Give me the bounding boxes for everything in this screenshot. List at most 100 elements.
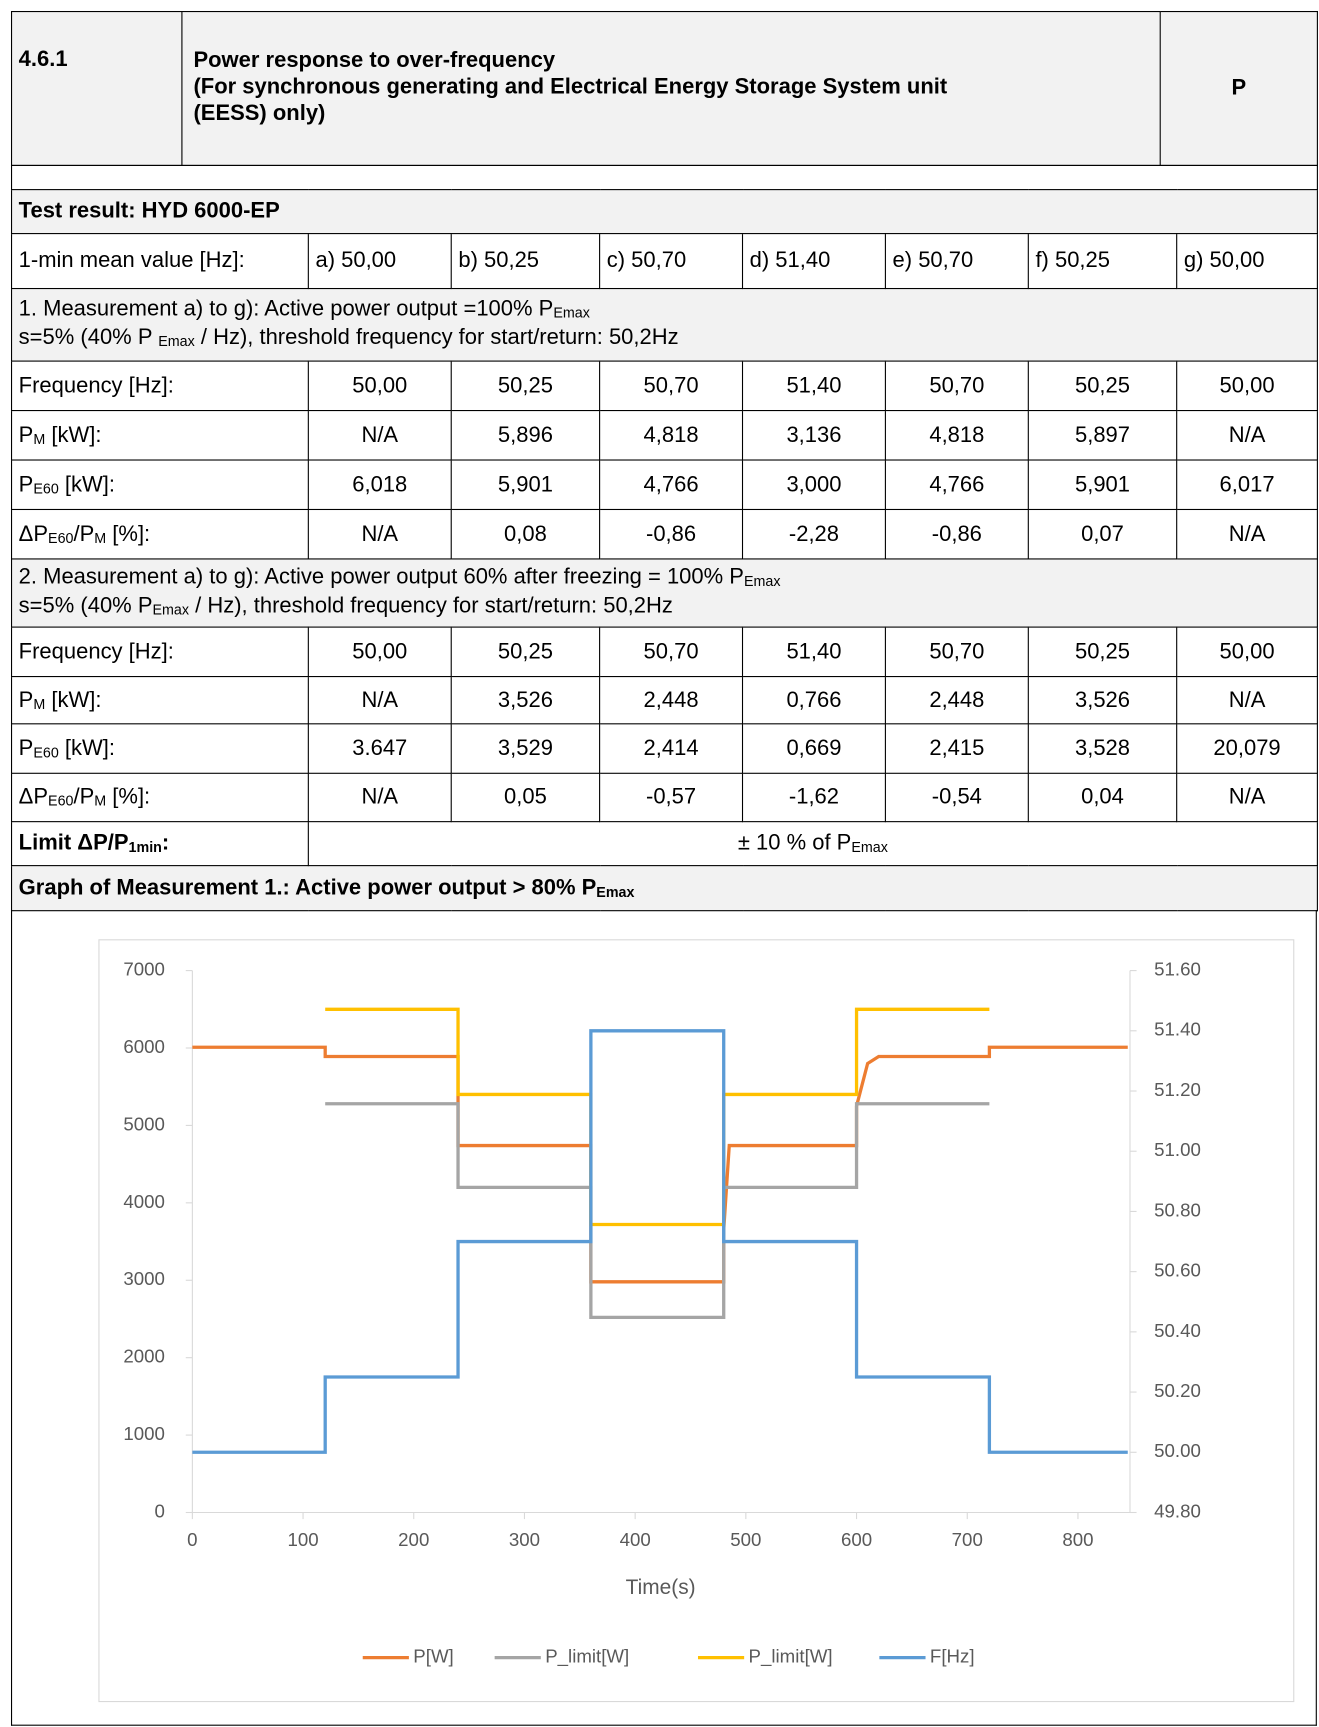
text: /P bbox=[73, 784, 95, 810]
value-cell: 3,526 bbox=[1027, 676, 1178, 725]
subscript: E60 bbox=[33, 743, 59, 761]
text: 1. Measurement a) to g): Active power ou… bbox=[18, 296, 554, 321]
value-cell: 50,70 bbox=[884, 360, 1029, 412]
value-cell: -0,57 bbox=[599, 772, 744, 823]
mean-cell: e) 50,70 bbox=[884, 233, 1029, 290]
subscript: Emax bbox=[851, 838, 888, 856]
x-tick-label: 400 bbox=[620, 1529, 651, 1550]
subscript: Emax bbox=[553, 303, 590, 321]
value-cell: -2,28 bbox=[741, 508, 886, 560]
value-cell: N/A bbox=[1176, 508, 1318, 560]
bold-text: : bbox=[161, 830, 170, 856]
table-row: PM [kW]: N/A 3,526 2,448 0,766 2,448 3,526 N/A bbox=[10, 676, 1318, 725]
text: [kW]: bbox=[45, 422, 102, 447]
description-line: s=5% (40% P Emax / Hz), threshold freque… bbox=[19, 325, 1311, 354]
value-cell: 50,00 bbox=[1176, 626, 1318, 678]
description-line: 2. Measurement a) to g): Active power ou… bbox=[19, 564, 1311, 593]
chart-area bbox=[98, 939, 1295, 1703]
value-cell: N/A bbox=[1176, 676, 1318, 725]
text: /P bbox=[73, 521, 95, 546]
description-line: 1. Measurement a) to g): Active power ou… bbox=[19, 296, 1311, 325]
table-row: 2. Measurement a) to g): Active power ou… bbox=[10, 558, 1318, 628]
row-label: ΔPE60/PM [%]: bbox=[10, 772, 309, 823]
subscript: Emax bbox=[158, 332, 195, 349]
value-cell: N/A bbox=[1176, 772, 1318, 823]
y-tick-label: 1000 bbox=[123, 1423, 165, 1444]
value-cell: 4,766 bbox=[599, 459, 744, 511]
text: ΔP bbox=[18, 521, 49, 546]
table-row: 1-min mean value [Hz]: a) 50,00 b) 50,25 c)… bbox=[10, 233, 1318, 290]
text: [kW]: bbox=[58, 735, 115, 761]
text: [%]: bbox=[106, 521, 151, 546]
row-label: PE60 [kW]: bbox=[10, 723, 309, 774]
row-label: PE60 [kW]: bbox=[10, 459, 309, 511]
series-line bbox=[192, 1029, 1128, 1454]
text: s=5% (40% P bbox=[18, 324, 159, 349]
subscript: M bbox=[33, 430, 46, 447]
result-table: Test result: HYD 6000-EP 1-min mean value… bbox=[10, 164, 1318, 912]
subscript: E60 bbox=[48, 792, 74, 810]
value-cell: -0,86 bbox=[599, 508, 744, 560]
value-cell: N/A bbox=[1176, 410, 1318, 461]
y-tick-label: 3000 bbox=[123, 1268, 165, 1289]
mean-cell: c) 50,70 bbox=[599, 233, 744, 290]
value-cell: 0,05 bbox=[450, 772, 601, 823]
value-cell: N/A bbox=[307, 676, 452, 725]
subscript: M bbox=[33, 695, 46, 712]
mean-cell: f) 50,25 bbox=[1027, 233, 1178, 290]
row-label: 1-min mean value [Hz]: bbox=[10, 233, 309, 290]
text: ± 10 % of P bbox=[737, 830, 852, 856]
y-tick-label: 0 bbox=[154, 1500, 164, 1521]
legend-label: P_limit[W] bbox=[545, 1646, 629, 1668]
subscript: Emax bbox=[743, 572, 781, 589]
text: [kW]: bbox=[45, 687, 102, 712]
series-line bbox=[325, 1102, 990, 1320]
y2-tick-label: 49.80 bbox=[1154, 1500, 1201, 1521]
y-tick-label: 5000 bbox=[123, 1113, 165, 1134]
table-row: Frequency [Hz]: 50,00 50,25 50,70 51,40 50,70… bbox=[10, 626, 1318, 678]
value-cell: 2,415 bbox=[884, 723, 1029, 774]
value-cell: 50,70 bbox=[599, 626, 744, 678]
text: P bbox=[18, 687, 34, 712]
text: / Hz), threshold frequency for start/ret… bbox=[189, 593, 673, 618]
y-tick-label: 6000 bbox=[123, 1036, 165, 1057]
table-row: Frequency [Hz]: 50,00 50,25 50,70 51,40 50,70… bbox=[10, 360, 1318, 412]
value-cell: 50,25 bbox=[450, 626, 601, 678]
subscript: Emax bbox=[152, 600, 190, 618]
value-cell: 4,818 bbox=[884, 410, 1029, 461]
value-cell: N/A bbox=[307, 410, 452, 461]
value-cell: N/A bbox=[307, 772, 452, 823]
title-line: (EESS) only) bbox=[193, 101, 326, 126]
legend-label: P_limit[W] bbox=[749, 1646, 833, 1668]
x-tick-label: 500 bbox=[730, 1529, 761, 1550]
bold-text: 1min bbox=[129, 831, 162, 855]
series-line bbox=[325, 1007, 990, 1227]
y-tick-label: 2000 bbox=[123, 1346, 165, 1367]
value-cell: -1,62 bbox=[741, 772, 886, 823]
table-row: PE60 [kW]: 3.647 3,529 2,414 0,669 2,415 3,528… bbox=[10, 723, 1318, 774]
bold-text: Emax bbox=[596, 876, 634, 899]
y-tick-label: 7000 bbox=[123, 959, 165, 980]
mean-cell: a) 50,00 bbox=[307, 233, 452, 290]
chart-frame bbox=[10, 910, 1317, 1726]
text: [%]: bbox=[106, 784, 151, 810]
value-cell: 5,901 bbox=[450, 459, 601, 511]
x-tick-label: 600 bbox=[841, 1529, 872, 1550]
text: ΔP bbox=[18, 784, 49, 810]
x-axis-label: Time(s) bbox=[626, 1576, 696, 1599]
value-cell: 3.647 bbox=[307, 723, 452, 774]
table-row bbox=[10, 164, 1318, 191]
value-cell: 50,70 bbox=[884, 626, 1029, 678]
y2-tick-label: 50.20 bbox=[1154, 1380, 1201, 1401]
table-row: ΔPE60/PM [%]: N/A 0,05 -0,57 -1,62 -0,54 0,04 N… bbox=[10, 772, 1318, 823]
x-tick-label: 100 bbox=[287, 1529, 318, 1550]
value-cell: 0,669 bbox=[741, 723, 886, 774]
bold-text: Graph of Measurement 1.: Active power ou… bbox=[18, 875, 597, 900]
x-tick-label: 800 bbox=[1062, 1529, 1093, 1550]
value-cell: 51,40 bbox=[741, 360, 886, 412]
value-cell: -0,86 bbox=[884, 508, 1029, 560]
legend-label: P[W] bbox=[413, 1646, 453, 1667]
table-row: PE60 [kW]: 6,018 5,901 4,766 3,000 4,766 5,901… bbox=[10, 459, 1318, 511]
value-cell: 3,529 bbox=[450, 723, 601, 774]
bold-text: Limit ΔP/P bbox=[18, 830, 129, 856]
